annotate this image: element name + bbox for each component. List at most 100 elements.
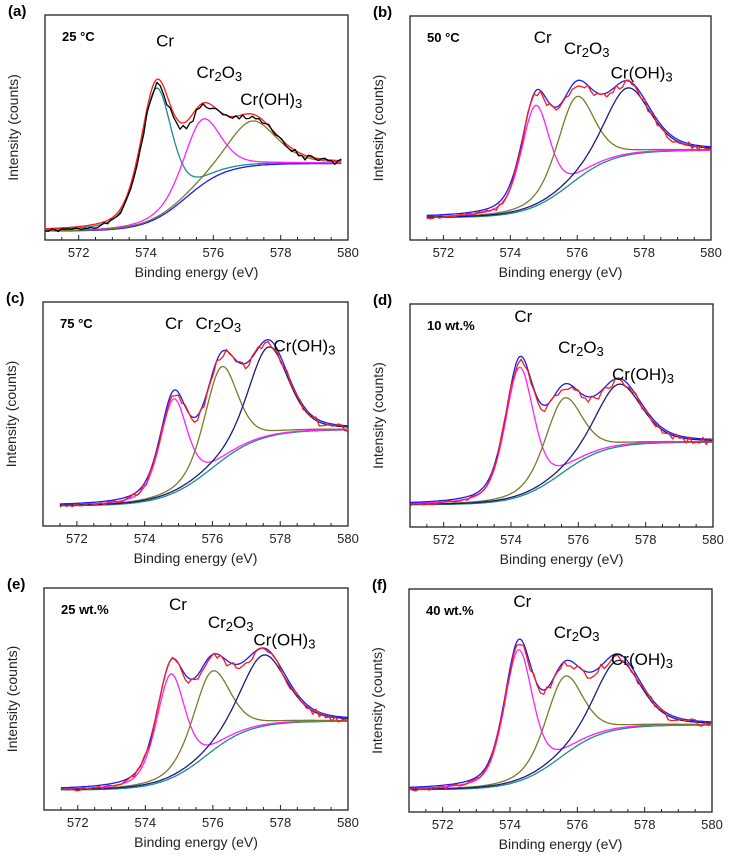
x-tick-label: 580 (700, 245, 722, 260)
x-tick-label: 572 (432, 817, 454, 832)
peak-label: Cr(OH)3 (612, 365, 674, 386)
envelope-curve (410, 355, 713, 504)
peak-label: Cr(OH)3 (240, 90, 302, 111)
background-curve (426, 149, 711, 219)
x-tick-label: 580 (337, 245, 359, 260)
x-tick-label: 574 (134, 815, 156, 830)
peak-curve-cr (409, 649, 712, 790)
x-tick-label: 576 (202, 815, 224, 830)
peak-curve-cr (426, 104, 711, 218)
peak-curve-cr2o3 (426, 95, 711, 218)
condition-label: 25 wt.% (61, 602, 109, 617)
x-tick-label: 576 (566, 245, 588, 260)
y-axis-title: Intensity (counts) (5, 74, 21, 181)
x-axis-title: Binding energy (eV) (500, 551, 624, 567)
x-tick-label: 574 (135, 245, 157, 260)
x-tick-label: 576 (566, 817, 588, 832)
peak-label: Cr2O3 (554, 623, 600, 644)
peak-label: Cr2O3 (208, 613, 254, 634)
envelope-curve (426, 79, 712, 217)
peak-curve-cr2o3 (410, 397, 713, 505)
peak-label: Cr (165, 314, 183, 333)
envelope-curve (44, 78, 342, 230)
x-tick-label: 576 (202, 245, 224, 260)
peak-label: Cr(OH)3 (611, 64, 673, 85)
peak-label: Cr (169, 595, 187, 614)
x-tick-label: 578 (269, 531, 291, 546)
x-tick-label: 574 (500, 532, 522, 547)
background-curve (59, 429, 348, 507)
y-axis-title: Intensity (counts) (3, 361, 19, 468)
peak-curve-croh3 (409, 659, 713, 790)
peak-curve-cr2o3 (59, 365, 348, 506)
panel-letter: (a) (8, 3, 26, 20)
x-tick-label: 572 (433, 532, 455, 547)
background-curve (45, 162, 342, 232)
x-axis-title: Binding energy (eV) (499, 264, 623, 280)
panel-letter: (c) (6, 290, 24, 307)
peak-curve-cr (410, 366, 713, 505)
panel-a: (a) 25 °C 572 574 576 578 580 Binding energy (e… (5, 3, 359, 280)
peak-label: Cr(OH)3 (253, 631, 315, 652)
x-tick-label: 580 (337, 531, 359, 546)
peak-label: Cr2O3 (558, 338, 604, 359)
x-tick-label: 578 (635, 532, 657, 547)
peak-curve-cr2o3 (409, 675, 712, 790)
panel-letter: (f) (372, 577, 387, 594)
condition-label: 40 wt.% (426, 603, 474, 618)
x-tick-label: 580 (702, 532, 724, 547)
panel-e: (e) 25 wt.% 572 574 576 578 580 Binding energy … (4, 576, 359, 850)
condition-label: 25 °C (62, 29, 95, 44)
condition-label: 50 °C (427, 30, 460, 45)
raw-data-curve (44, 81, 342, 233)
panel-letter: (d) (373, 292, 392, 309)
peak-label: Cr(OH)3 (611, 650, 673, 671)
plot-frame (43, 587, 349, 811)
peak-label: Cr (514, 307, 532, 326)
condition-label: 10 wt.% (427, 318, 475, 333)
peak-label: Cr2O3 (564, 39, 610, 60)
x-tick-label: 578 (270, 815, 292, 830)
raw-data-curve (409, 358, 714, 507)
x-tick-label: 580 (337, 815, 359, 830)
panel-b: (b) 50 °C 572 574 576 578 580 Binding energy (e… (370, 4, 722, 280)
x-tick-label: 574 (499, 817, 521, 832)
x-tick-label: 572 (66, 531, 88, 546)
y-axis-title: Intensity (counts) (369, 647, 385, 754)
panel-f: (f) 40 wt.% 572 574 576 578 580 Binding energy … (369, 577, 723, 852)
peak-label: Cr2O3 (197, 63, 243, 84)
x-tick-label: 572 (67, 815, 89, 830)
y-axis-title: Intensity (counts) (4, 646, 20, 753)
x-axis-title: Binding energy (eV) (134, 550, 258, 566)
peak-label: Cr(OH)3 (273, 336, 335, 357)
x-tick-label: 580 (701, 817, 723, 832)
plot-frame (409, 15, 712, 241)
x-tick-label: 572 (68, 245, 90, 260)
panel-letter: (e) (7, 576, 25, 593)
raw-data-curve (59, 340, 349, 508)
x-tick-label: 578 (634, 817, 656, 832)
peak-curve-croh3 (59, 346, 349, 506)
peak-label: Cr2O3 (196, 314, 242, 335)
x-axis-title: Binding energy (eV) (134, 834, 258, 850)
peak-curve-cr2o3 (60, 670, 348, 790)
y-axis-title: Intensity (counts) (370, 362, 386, 469)
condition-label: 75 °C (60, 316, 93, 331)
x-axis-title: Binding energy (eV) (135, 264, 259, 280)
peak-curve-cr2o3 (45, 118, 342, 232)
panel-d: (d) 10 wt.% 572 574 576 578 580 Binding energy … (370, 292, 724, 567)
raw-data-curve (60, 647, 349, 792)
panel-letter: (b) (373, 4, 392, 21)
peak-label: Cr (156, 32, 174, 51)
panel-c: (c) 75 °C 572 574 576 578 580 Binding energy (e… (3, 290, 359, 566)
x-tick-label: 572 (433, 245, 455, 260)
envelope-curve (60, 647, 349, 789)
peak-curve-cr (59, 398, 348, 506)
raw-data-curve (426, 79, 712, 220)
peak-curve-croh3 (410, 383, 713, 505)
raw-data-curve (408, 643, 713, 792)
background-curve (60, 720, 348, 791)
x-tick-label: 578 (270, 245, 292, 260)
x-tick-label: 574 (134, 531, 156, 546)
